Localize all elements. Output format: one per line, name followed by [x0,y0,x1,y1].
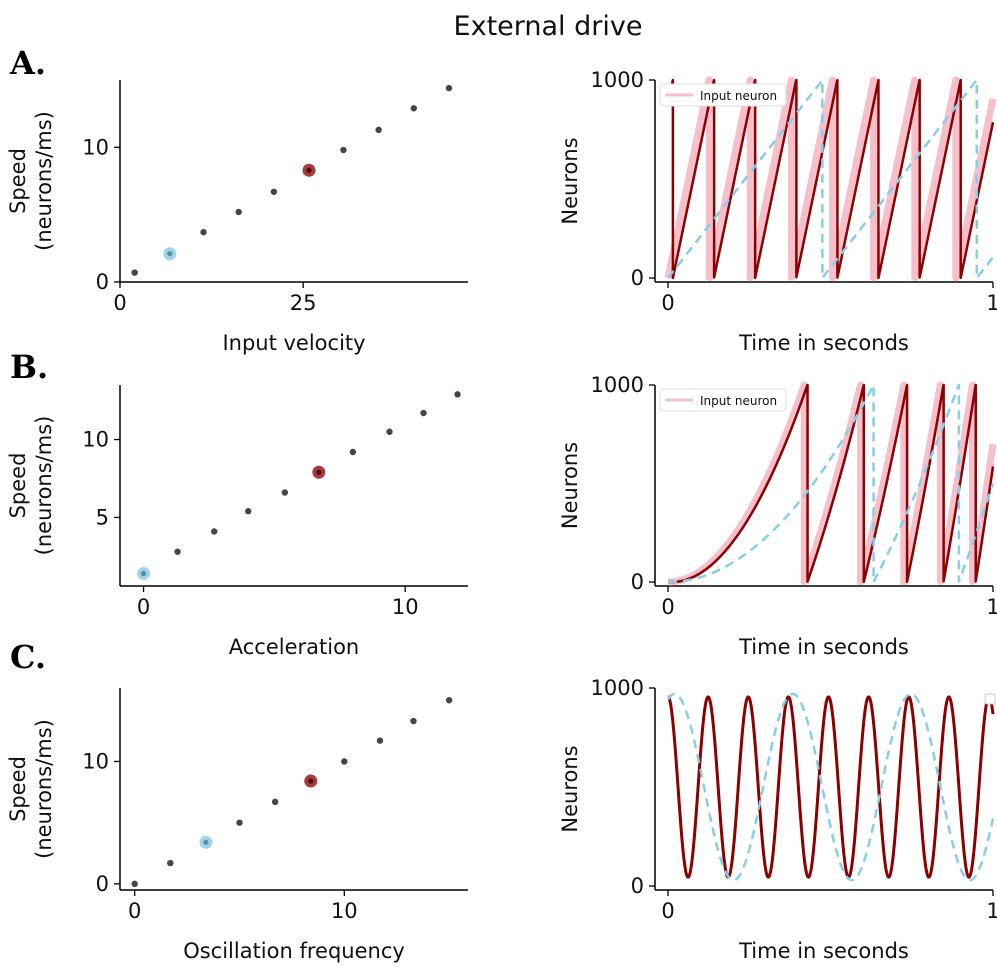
legend-label: Input neuron [700,394,777,408]
data-point [375,126,382,134]
highlight-point-red-core [316,469,322,475]
x-tick-label: 0 [661,595,674,619]
panel-label-c: C. [10,638,46,676]
data-point [410,105,417,112]
C-neurons-axes [649,687,994,896]
y-tick-label: 0 [631,874,644,898]
data-point [200,228,207,236]
y-axis-label: Neurons [558,137,582,224]
x-tick-label: 0 [113,291,126,315]
data-point [245,508,252,515]
data-point [281,489,289,496]
x-axis-label: Time in seconds [738,331,909,355]
data-point [445,697,453,704]
C-speed-axes [114,688,468,896]
y-axis-label: Speed [6,756,30,822]
data-point [376,737,384,744]
y-axis-label: Speed [6,453,30,519]
highlight-point-blue-core [203,839,209,845]
highlight-point-blue-core [140,570,147,577]
x-axis-label: Input velocity [222,331,365,355]
x-axis-label: Oscillation frequency [183,939,405,963]
B-speed-axes [114,385,468,592]
x-tick-label: 0 [661,291,674,315]
y-axis-label-unit: (neurons/ms) [32,719,56,859]
x-tick-label: 1 [986,595,997,619]
legend [659,83,787,107]
y-axis-label-unit: (neurons/ms) [32,111,56,251]
y-axis-label: Neurons [558,745,582,832]
legend-label: Input neuron [700,89,777,103]
y-tick-label: 0 [96,872,109,896]
y-tick-label: 1000 [591,373,644,397]
x-tick-label: 1 [986,899,997,923]
y-tick-label: 10 [82,749,109,773]
A-neurons-axes [649,79,994,288]
y-axis-label-unit: (neurons/ms) [32,416,56,556]
highlight-point-red-core [308,778,314,784]
data-point [445,84,453,92]
x-tick-label: 10 [392,595,419,619]
y-tick-label: 0 [96,270,109,294]
y-tick-label: 10 [82,135,109,159]
data-point [235,208,242,216]
series-line-dark-red [666,695,995,879]
data-point [341,758,348,765]
data-point [131,880,138,888]
panel-label-a: A. [9,44,46,82]
x-tick-label: 10 [331,899,358,923]
y-tick-label: 1000 [591,68,644,92]
y-tick-label: 10 [82,428,109,452]
series-line-dark-red [666,78,995,280]
series-line-input-neuron [664,76,997,282]
data-point [349,448,357,456]
series-line-light-blue [666,78,995,280]
x-tick-label: 25 [290,291,317,315]
data-point [410,717,417,725]
y-tick-label: 0 [631,570,644,594]
series-line-light-blue [666,692,995,882]
data-point [167,859,174,867]
y-tick-label: 0 [631,266,644,290]
x-axis-label: Acceleration [229,635,360,659]
data-point [420,409,427,417]
data-point [386,428,393,435]
data-point [454,391,461,398]
x-tick-label: 1 [986,291,997,315]
y-axis-label: Neurons [558,442,582,529]
legend-box [659,388,787,412]
x-tick-label: 0 [661,899,674,923]
data-point [270,188,278,195]
legend [659,388,787,412]
y-tick-label: 5 [96,505,109,529]
data-point [174,548,181,555]
x-tick-label: 0 [137,595,150,619]
highlight-point-blue-core [167,251,173,257]
x-tick-label: 0 [128,899,141,923]
series-line-input-neuron [664,381,997,586]
A-speed-axes [114,80,468,288]
x-axis-label: Time in seconds [738,635,909,659]
highlight-point-red-core [306,167,312,173]
data-point [210,528,218,535]
data-point [271,798,279,806]
y-axis-label: Speed [6,148,30,214]
panel-label-b: B. [10,348,48,386]
legend-box [659,83,787,107]
x-axis-label: Time in seconds [738,939,909,963]
series-line-dark-red [666,383,995,584]
data-point [340,146,347,154]
B-neurons-axes [649,384,994,592]
figure-title: External drive [454,11,643,42]
series-line-light-blue [666,383,995,584]
y-tick-label: 1000 [591,676,644,700]
data-point [131,269,138,276]
legend-box [984,693,996,705]
data-point [236,819,243,826]
